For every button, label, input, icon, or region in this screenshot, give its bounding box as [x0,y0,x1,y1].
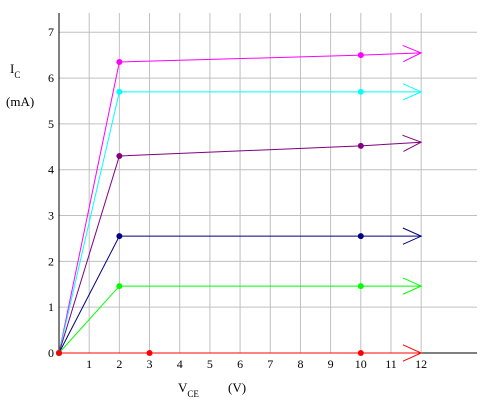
curve-line [58,285,422,354]
x-tick-labels: 1 2 3 4 5 6 7 8 9 10 11 12 [86,357,427,371]
y-tick-label: 1 [48,300,54,314]
curve-5 [56,277,423,356]
data-point [116,88,123,95]
data-point [357,142,364,149]
x-tick-label: 7 [267,357,273,371]
x-tick-label: 2 [116,357,122,371]
x-tick-label: 11 [385,357,397,371]
x-tick-label: 10 [355,357,367,371]
arrow-head [402,344,423,362]
y-axis-unit: (mA) [6,94,34,109]
data-point [116,233,123,240]
origin-point [56,350,62,356]
x-tick-label: 3 [147,357,153,371]
y-tick-label: 6 [48,71,54,85]
data-point [116,283,123,290]
y-tick-label: 2 [48,254,54,268]
y-tick-label: 4 [48,163,54,177]
arrow-head [402,44,423,63]
data-point [357,233,364,240]
y-tick-labels: 0 1 2 3 4 5 6 7 [48,25,54,360]
x-axis-label-sub: CE [187,389,199,399]
curve-line [58,52,422,354]
x-tick-label: 12 [415,357,427,371]
y-axis-label: IC [10,61,20,80]
characteristic-curves [56,44,423,362]
y-tick-label: 5 [48,117,54,131]
y-axis-label-sub: C [14,70,20,80]
y-tick-label: 3 [48,209,54,223]
arrow-head [402,134,423,152]
data-point [357,350,364,356]
x-tick-label: 6 [237,357,243,371]
grid-lines [59,13,477,353]
curve-4 [56,227,423,356]
y-tick-label: 0 [48,346,54,360]
data-point [146,350,153,356]
data-point [116,152,123,159]
x-axis-label-main: V [178,380,188,395]
x-tick-label: 4 [177,357,183,371]
curve-6 [56,344,423,362]
data-point [357,283,364,290]
curve-line [58,141,422,354]
curve-line [58,235,422,354]
data-point [357,52,364,59]
arrow-head [402,277,423,295]
arrow-head [402,227,423,245]
x-axis-unit: (V) [228,380,246,395]
arrow-head [402,83,423,101]
curve-3 [56,134,423,356]
x-tick-label: 8 [297,357,303,371]
x-tick-label: 1 [86,357,92,371]
axes [58,13,477,354]
data-point [116,59,123,66]
curve-2 [56,83,423,356]
x-axis-label: VCE [178,380,199,399]
curve-line [58,91,422,354]
x-tick-label: 5 [207,357,213,371]
x-tick-label: 9 [328,357,334,371]
y-tick-label: 7 [48,25,54,39]
y-axis-label-main: I [10,61,14,76]
data-point [357,88,364,95]
